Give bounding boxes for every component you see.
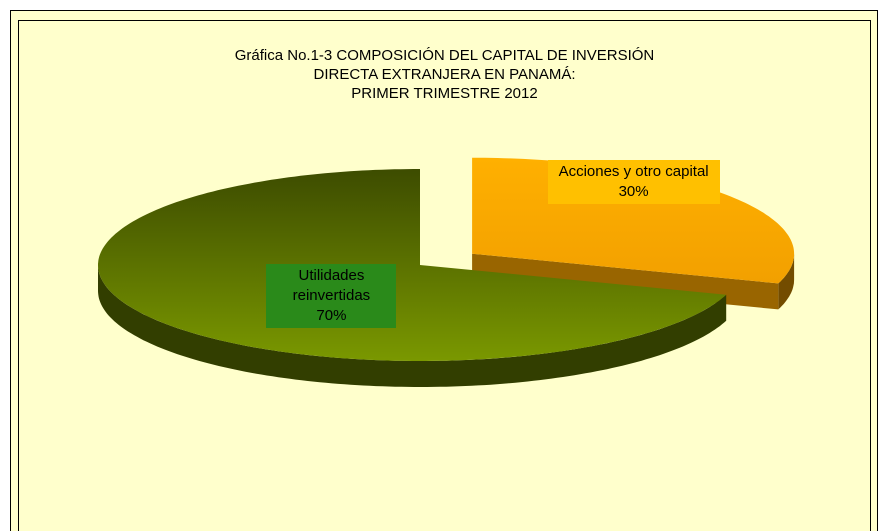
label-category: Acciones y otro capital xyxy=(558,163,709,181)
plot-area xyxy=(18,20,871,531)
data-label: Utilidades reinvertidas 70% xyxy=(266,263,397,328)
label-value: 30% xyxy=(618,183,649,201)
label-category: Utilidades reinvertidas xyxy=(292,266,371,304)
data-label: Acciones y otro capital 30% xyxy=(547,160,720,205)
slice-side xyxy=(98,265,727,387)
slice-side xyxy=(778,253,795,310)
slice xyxy=(98,169,727,361)
label-value: 70% xyxy=(316,306,347,324)
chart-title: Gráfica No.1-3 COMPOSICIÓN DEL CAPITAL D… xyxy=(234,47,655,102)
